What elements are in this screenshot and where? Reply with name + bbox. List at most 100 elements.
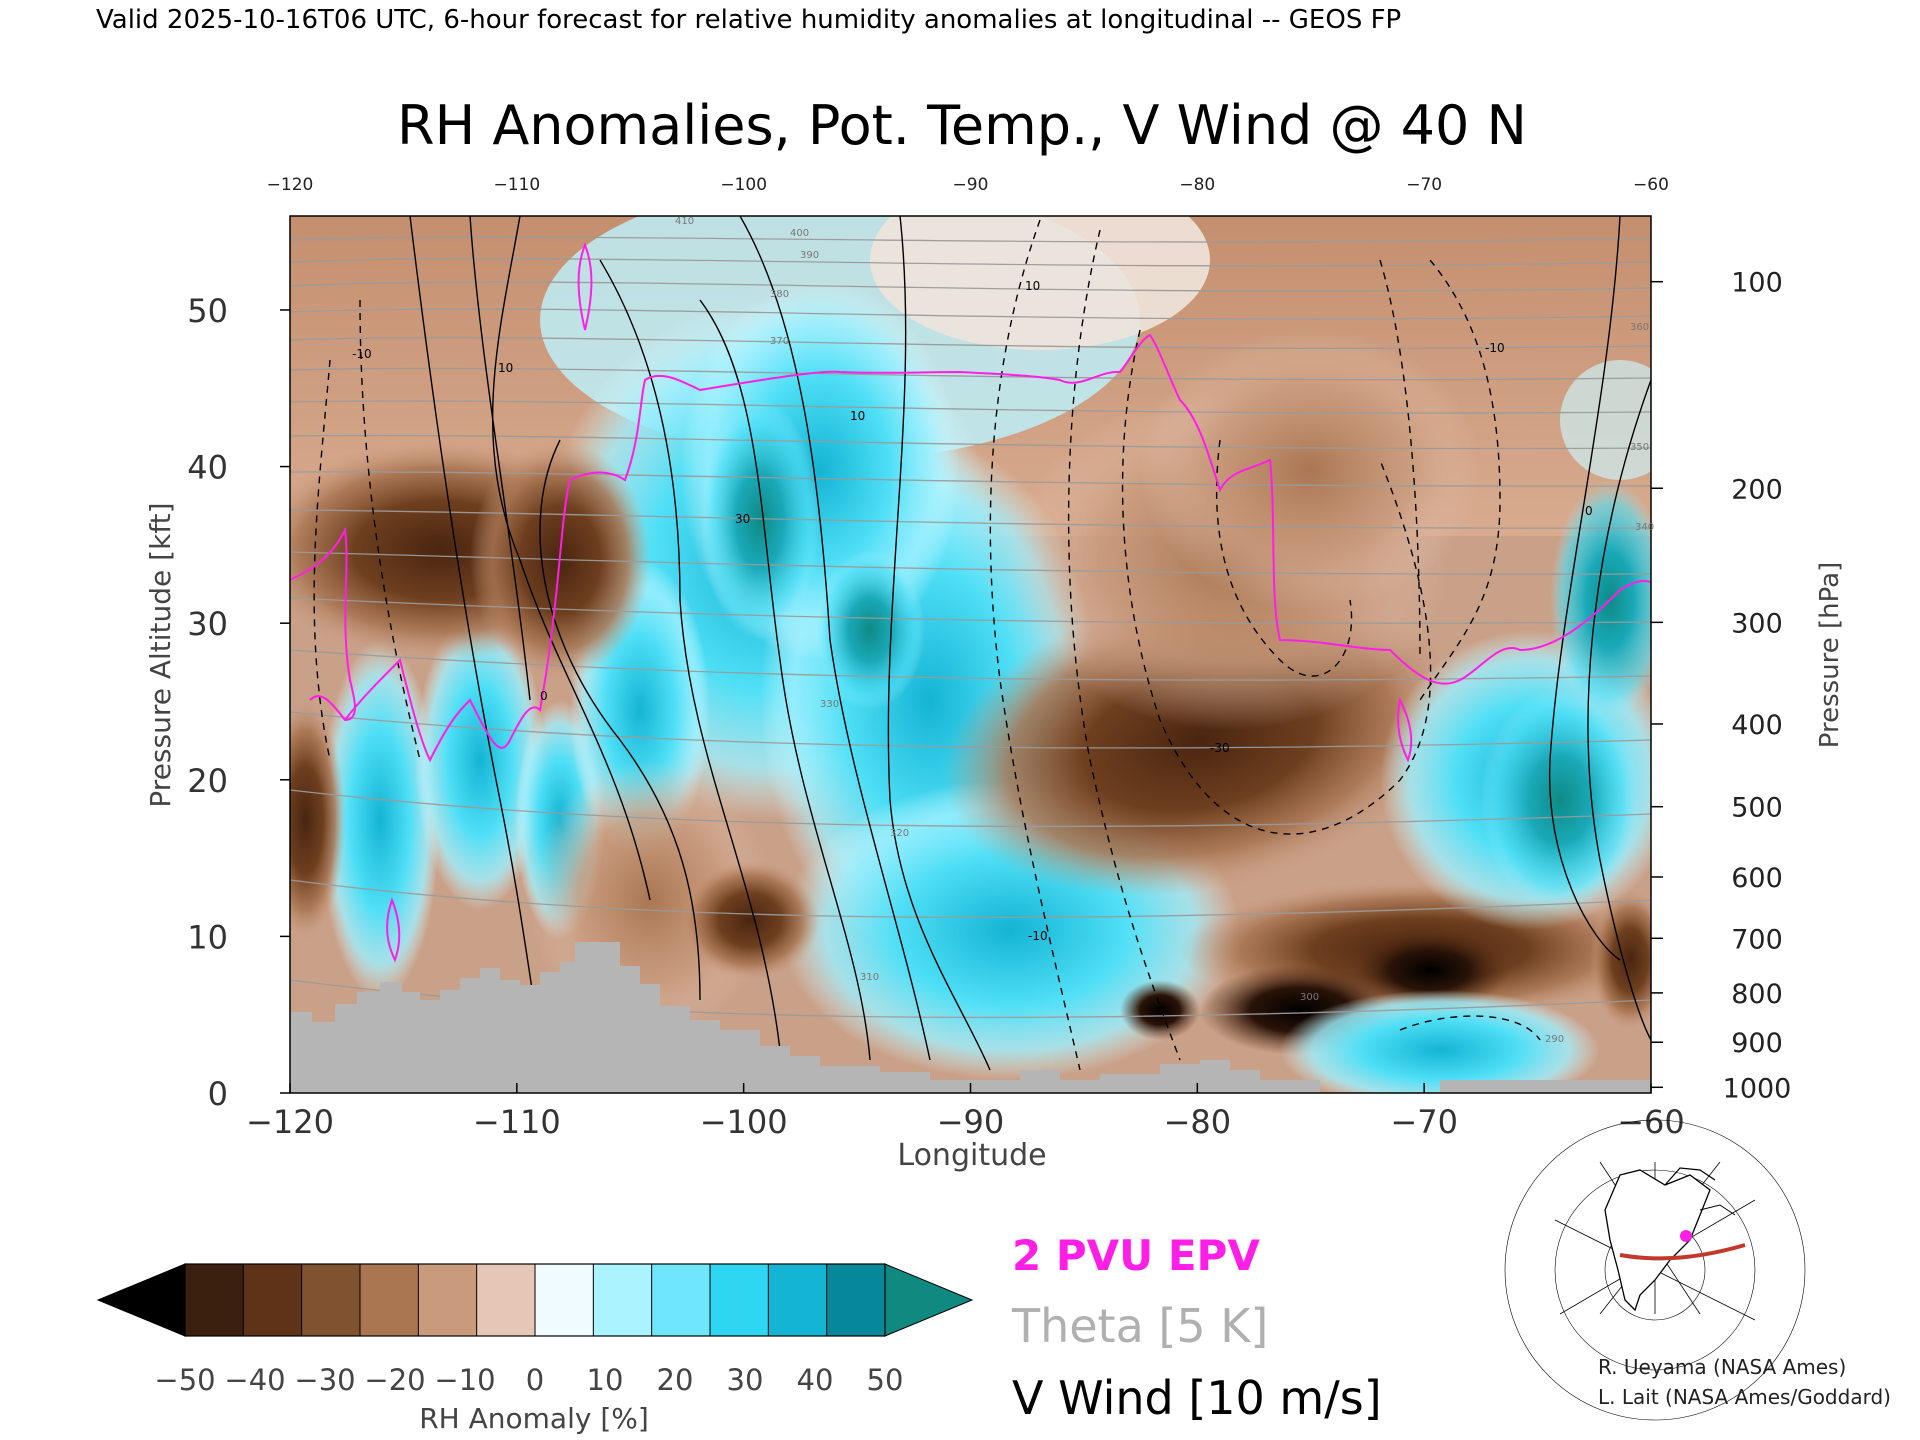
v-wind-contour-label: -10: [352, 347, 372, 361]
x-tick-bottom-label: −110: [473, 1103, 561, 1141]
x-axis-label: Longitude: [897, 1138, 1046, 1173]
theta-contour-label: 300: [1300, 992, 1319, 1003]
theta-contour-label: 320: [890, 828, 909, 839]
colorbar-tick-label: 50: [867, 1363, 904, 1397]
x-tick-bottom-label: −80: [1164, 1103, 1232, 1141]
colorbar-tick-label: −40: [224, 1363, 285, 1397]
theta-contour-label: 310: [860, 972, 879, 983]
colorbar-tick-label: −30: [294, 1363, 355, 1397]
theta-contours: [290, 236, 1651, 1019]
v-wind-contour-label: 0: [1585, 504, 1593, 518]
colorbar-segment: [535, 1264, 594, 1336]
colorbar-segment: [185, 1264, 244, 1336]
theta-contour-label: 380: [770, 289, 789, 300]
colorbar-segment: [301, 1264, 361, 1336]
x-tick-bottom-label: −60: [1617, 1103, 1685, 1141]
theta-contour-label: 400: [790, 228, 809, 239]
colorbar-tick-label: 20: [657, 1363, 694, 1397]
y-tick-right-label: 500: [1731, 793, 1783, 824]
x-tick-top-label: −110: [493, 175, 540, 195]
y-axis-label-left: Pressure Altitude [kft]: [144, 502, 177, 807]
v-wind-contour-label: 30: [735, 512, 750, 526]
x-tick-bottom-label: −90: [937, 1103, 1005, 1141]
x-tick-bottom-label: −120: [246, 1103, 334, 1141]
v-wind-contour-label: -30: [1210, 741, 1230, 755]
colorbar-tick-label: 40: [797, 1363, 834, 1397]
colorbar-segment: [418, 1264, 478, 1336]
colorbar-tick-label: 0: [526, 1363, 544, 1397]
v-wind-contour-label: 10: [498, 361, 513, 375]
v-wind-contour-label: 10: [850, 409, 865, 423]
colorbar-label: RH Anomaly [%]: [419, 1402, 649, 1435]
colorbar-tick-label: −10: [434, 1363, 495, 1397]
x-tick-top-label: −60: [1633, 175, 1669, 195]
theta-contour-label: 370: [770, 336, 789, 347]
colorbar-segment: [476, 1264, 536, 1336]
v-wind-contours: [409, 216, 1651, 1071]
y-tick-left-label: 30: [187, 605, 228, 643]
x-tick-top-label: −100: [720, 175, 767, 195]
x-tick-top-label: −70: [1406, 175, 1442, 195]
v-wind-contour-label: 10: [1025, 279, 1040, 293]
colorbar-frame: [184, 1263, 886, 1337]
colorbar-segment: [360, 1264, 419, 1336]
valid-line: Valid 2025-10-16T06 UTC, 6-hour forecast…: [96, 5, 1401, 35]
y-tick-left-label: 50: [187, 292, 228, 330]
legend-pvu: 2 PVU EPV: [1012, 1231, 1260, 1280]
colorbar-tick-label: −50: [154, 1363, 215, 1397]
colorbar-segment: [593, 1264, 653, 1336]
colorbar-segment: [710, 1264, 769, 1336]
y-tick-left-label: 40: [187, 449, 228, 487]
y-tick-right-label: 400: [1731, 710, 1783, 741]
axes: −120 −110 −100 −90 −80 −70 −60 −120 −110 −100 −90 −…: [187, 175, 1791, 1141]
colorbar-segment: [768, 1264, 828, 1336]
colorbar-low-arrow: [96, 1263, 186, 1337]
x-tick-top-label: −90: [953, 175, 989, 195]
colorbar-tick-label: 10: [587, 1363, 624, 1397]
legend: 2 PVU EPV Theta [5 K] V Wind [10 m/s]: [1011, 1231, 1382, 1425]
pvu-contour: [290, 242, 1651, 963]
legend-v-wind: V Wind [10 m/s]: [1012, 1371, 1382, 1425]
theta-contour-label: 340: [1635, 522, 1654, 533]
chart-title: RH Anomalies, Pot. Temp., V Wind @ 40 N: [397, 94, 1527, 157]
y-tick-right-label: 700: [1731, 924, 1783, 955]
colorbar-tick-label: −20: [364, 1363, 425, 1397]
inset-map: [1504, 1119, 1806, 1421]
y-tick-right-label: 600: [1731, 863, 1783, 894]
v-wind-contour-label: -10: [1028, 929, 1048, 943]
legend-theta: Theta [5 K]: [1011, 1299, 1268, 1353]
heatmap-plot: [290, 216, 1651, 1093]
y-tick-right-label: 900: [1731, 1028, 1783, 1059]
colorbar: −50 −40 −30 −20 −10 0 10 20 30 40 50: [96, 1263, 974, 1397]
v-wind-contour-label: 0: [540, 689, 548, 703]
colorbar-segment: [826, 1264, 886, 1336]
theta-contour-label: 290: [1545, 1034, 1564, 1045]
credit-line-1: R. Ueyama (NASA Ames): [1598, 1355, 1846, 1379]
y-tick-right-label: 100: [1731, 268, 1783, 299]
v-wind-contour-label: -10: [1485, 341, 1505, 355]
credit-line-2: L. Lait (NASA Ames/Goddard): [1598, 1385, 1891, 1409]
y-axis-label-right: Pressure [hPa]: [1815, 562, 1845, 749]
v-wind-contours-dashed: [313, 219, 1541, 1071]
colorbar-tick-label: 30: [727, 1363, 764, 1397]
theta-contour-label: 410: [675, 216, 694, 227]
x-tick-bottom-label: −70: [1390, 1103, 1458, 1141]
y-tick-left-label: 0: [208, 1075, 228, 1113]
theta-contour-label: 360: [1630, 322, 1649, 333]
x-tick-top-label: −80: [1179, 175, 1215, 195]
y-tick-left-label: 20: [187, 762, 228, 800]
colorbar-segment: [651, 1264, 711, 1336]
y-tick-right-label: 300: [1731, 608, 1783, 639]
x-tick-top-label: −120: [267, 175, 314, 195]
theta-contour-label: 390: [800, 250, 819, 261]
colorbar-segment: [243, 1264, 303, 1336]
x-tick-bottom-label: −100: [700, 1103, 788, 1141]
y-tick-right-label: 800: [1731, 979, 1783, 1010]
colorbar-high-arrow: [884, 1263, 974, 1337]
y-tick-left-label: 10: [187, 918, 228, 956]
y-tick-right-label: 1000: [1723, 1073, 1792, 1104]
y-tick-right-label: 200: [1731, 474, 1783, 505]
theta-contour-label: 330: [820, 699, 839, 710]
topography: [290, 942, 1320, 1093]
